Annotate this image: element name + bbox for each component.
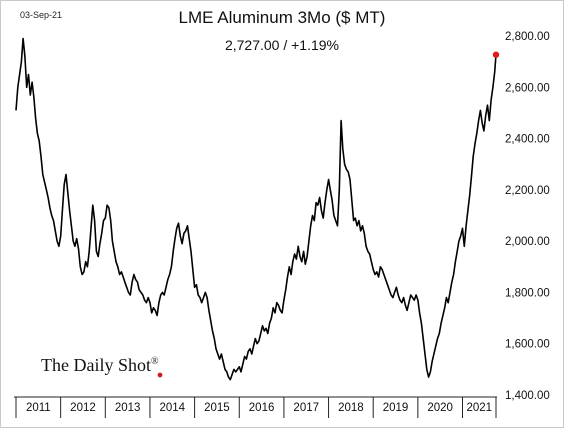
x-tick-label: 2012 — [70, 402, 96, 414]
x-tick-label: 2020 — [427, 402, 453, 414]
last-value-label: 2,727.00 / +1.19% — [224, 37, 340, 53]
y-tick-label: 2,200.00 — [505, 185, 550, 197]
x-tick-label: 2011 — [26, 402, 51, 414]
x-tick-label: 2017 — [293, 402, 319, 414]
brand-logo: The Daily Shot® — [41, 355, 159, 376]
y-tick-label: 2,400.00 — [505, 134, 550, 146]
x-tick-label: 2014 — [159, 402, 185, 414]
y-tick-label: 2,600.00 — [505, 82, 550, 94]
y-tick-label: 1,600.00 — [505, 339, 550, 351]
x-tick-label: 2021 — [466, 402, 492, 414]
last-point-marker — [492, 51, 500, 58]
price-line — [15, 37, 497, 381]
x-tick-label: 2019 — [383, 402, 409, 414]
x-tick-label: 2018 — [338, 402, 364, 414]
y-tick-label: 1,800.00 — [505, 287, 550, 299]
x-tick-label: 2015 — [204, 402, 230, 414]
y-axis-labels: 1,400.00 1,600.00 1,800.00 2,000.00 2,200.00… — [505, 31, 550, 402]
brand-mark: ® — [151, 356, 159, 367]
x-axis-labels: 2011 2012 2013 2014 2015 2016 2017 2018 2019 2020… — [26, 402, 492, 414]
y-tick-label: 1,400.00 — [505, 390, 550, 402]
date-label: 03-Sep-21 — [20, 10, 63, 20]
brand-text: The Daily Shot — [41, 355, 151, 375]
y-tick-label: 2,800.00 — [505, 31, 550, 43]
x-tick-label: 2016 — [249, 402, 275, 414]
y-tick-label: 2,000.00 — [505, 236, 550, 248]
x-tick-label: 2013 — [115, 402, 141, 414]
brand-dot — [157, 372, 163, 378]
chart-title: LME Aluminum 3Mo ($ MT) — [178, 8, 386, 27]
x-axis-separators — [15, 397, 497, 418]
